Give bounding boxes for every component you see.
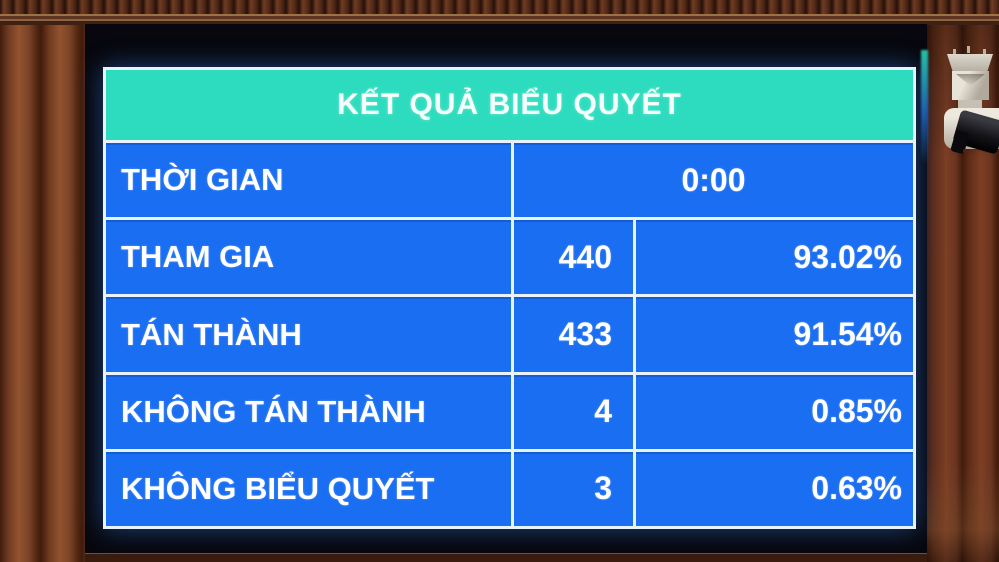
row-label: KHÔNG BIỂU QUYẾT [121, 470, 435, 506]
row-percent: 0.63% [633, 451, 913, 527]
table-row: TÁN THÀNH 433 91.54% [106, 297, 913, 375]
table-row: KHÔNG TÁN THÀNH 4 0.85% [106, 374, 913, 452]
row-label: TÁN THÀNH [121, 316, 302, 352]
camera-mount-pin [983, 49, 986, 56]
row-label: KHÔNG TÁN THÀNH [121, 393, 426, 429]
camera-mount-box [952, 71, 989, 100]
wall-screw [963, 149, 967, 153]
board-title: KẾT QUẢ BIỂU QUYẾT [106, 70, 913, 143]
camera-neck [958, 100, 982, 109]
row-count: 3 [511, 451, 633, 527]
wood-horizontal-rail [0, 14, 999, 25]
voting-results-board: KẾT QUẢ BIỂU QUYẾT THỜI GIAN 0:00 THAM G… [103, 67, 916, 529]
camera-mount-bracket [947, 54, 993, 71]
wood-reed-trim-top [0, 0, 999, 14]
row-count: 4 [511, 374, 633, 449]
camera-mount-pin [953, 49, 956, 56]
row-count: 433 [511, 297, 633, 372]
table-row: THAM GIA 440 93.02% [106, 220, 913, 298]
row-count: 440 [511, 220, 633, 295]
row-percent: 93.02% [633, 220, 913, 295]
table-row: KHÔNG BIỂU QUYẾT 3 0.63% [106, 451, 913, 527]
time-value: 0:00 [511, 143, 913, 218]
screen-light-reflection [921, 50, 928, 165]
table-row-time: THỜI GIAN 0:00 [106, 143, 913, 221]
wood-wall-bottom [85, 552, 927, 562]
row-label: THỜI GIAN [121, 162, 284, 198]
camera-mount-pin [967, 46, 970, 53]
wood-slat-wall-left [0, 25, 90, 562]
row-percent: 91.54% [633, 297, 913, 372]
row-label: THAM GIA [121, 239, 275, 275]
row-percent: 0.85% [633, 374, 913, 449]
